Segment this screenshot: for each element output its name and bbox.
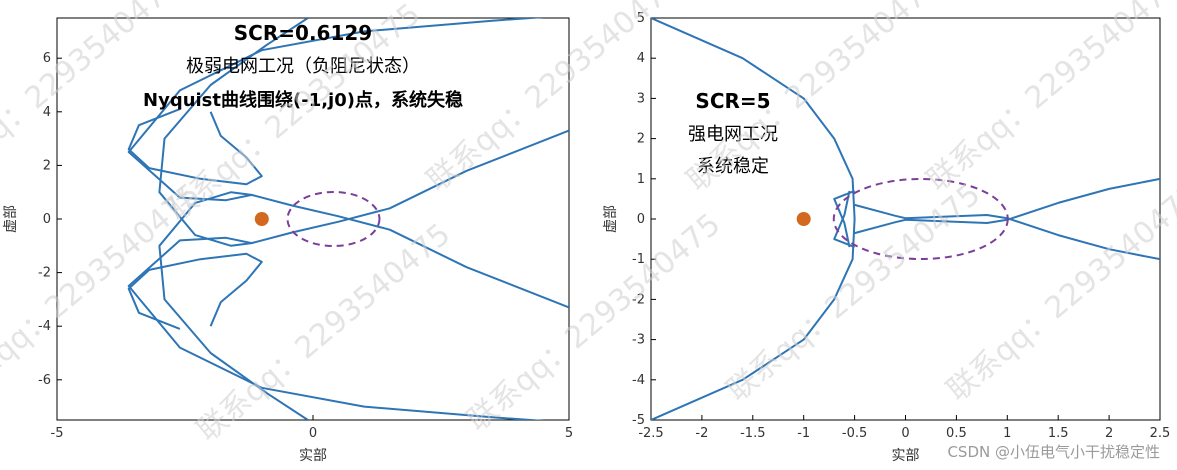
y-tick-label: -2: [38, 266, 51, 281]
x-axis-label: 实部: [892, 448, 920, 464]
annotation-condition: 强电网工况: [688, 124, 778, 145]
critical-point-marker: [796, 212, 811, 226]
nyquist-curve-segment: [127, 18, 545, 420]
x-tick-label: 0: [309, 426, 317, 441]
x-tick-label: -2: [695, 426, 708, 441]
y-tick-label: 3: [637, 91, 645, 106]
y-tick-label: 2: [43, 158, 51, 173]
annotation-scr: SCR=0.6129: [234, 21, 372, 45]
highlight-ellipse: [832, 178, 1009, 260]
y-tick-label: -3: [632, 333, 645, 348]
x-tick-label: -2.5: [638, 426, 663, 441]
y-tick-label: 4: [637, 51, 645, 66]
nyquist-curve-segment: [127, 108, 263, 186]
overlay-marks: [254, 191, 381, 247]
x-tick-label: -1.5: [740, 426, 765, 441]
y-tick-label: 6: [43, 51, 51, 66]
y-tick-label: -2: [632, 292, 645, 307]
y-tick-label: 1: [637, 172, 645, 187]
nyquist-curve-segment: [833, 189, 855, 248]
y-tick-label: -5: [632, 413, 645, 428]
nyquist-curve-segment: [251, 193, 569, 309]
credit-text: CSDN @小伍电气小干扰稳定性: [947, 443, 1160, 461]
x-axis-label: 实部: [299, 448, 327, 464]
x-tick-label: 5: [565, 426, 573, 441]
plot-area-border: [56, 17, 570, 421]
x-tick-label: 2: [1105, 426, 1113, 441]
nyquist-curve-segment: [854, 203, 1160, 261]
left-nyquist-panel: -5 0 5 -6 -4 -2 0 2 4 6 实部 虚部 SCR=0.6129 极弱电网工况（负…: [3, 17, 573, 464]
nyquist-curve-segment: [127, 252, 263, 330]
y-axis-label: 虚部: [603, 205, 619, 233]
nyquist-curve-segment: [251, 129, 569, 245]
nyquist-curve-segment: [854, 177, 1160, 235]
x-tick-label: 1.5: [1048, 426, 1069, 441]
y-tick-label: 2: [637, 132, 645, 147]
nyquist-curve-segment: [833, 190, 855, 249]
annotation-condition: 极弱电网工况（负阻尼状态）: [186, 56, 420, 77]
annotation-conclusion: Nyquist曲线围绕(-1,j0)点，系统失稳: [143, 89, 463, 111]
overlay-marks: [796, 178, 1009, 260]
x-tick-label: -1: [797, 426, 810, 441]
highlight-ellipse: [286, 191, 381, 247]
x-tick-label: 0.5: [946, 426, 967, 441]
nyquist-curves: [127, 18, 569, 420]
y-tick-label: 0: [637, 212, 645, 227]
annotation-scr: SCR=5: [695, 89, 770, 113]
critical-point-marker: [254, 212, 269, 226]
y-tick-label: -1: [632, 252, 645, 267]
y-tick-label: -4: [632, 373, 645, 388]
x-tick-label: 1: [1003, 426, 1011, 441]
nyquist-curve-segment: [651, 18, 856, 420]
nyquist-curve-segment: [127, 18, 545, 420]
y-tick-label: 0: [43, 212, 51, 227]
nyquist-curves: [651, 18, 1160, 420]
axis-ticks: -5 0 5 -6 -4 -2 0 2 4 6: [38, 51, 573, 441]
x-tick-label: -5: [51, 426, 64, 441]
x-tick-label: -0.5: [842, 426, 867, 441]
y-tick-label: 5: [637, 11, 645, 26]
y-tick-label: -6: [38, 373, 51, 388]
annotation-conclusion: 系统稳定: [697, 156, 769, 177]
x-tick-label: 0: [901, 426, 909, 441]
axis-ticks: -2.5 -2 -1.5 -1 -0.5 0 0.5 1 1.5 2 2.5 -5 -4 -3 -2 -1 0 1…: [632, 11, 1170, 441]
y-tick-label: 4: [43, 105, 51, 120]
y-axis-label: 虚部: [3, 205, 19, 233]
y-tick-label: -4: [38, 319, 51, 334]
right-nyquist-panel: -2.5 -2 -1.5 -1 -0.5 0 0.5 1 1.5 2 2.5 -5 -4 -3 -2 -1 0 1…: [603, 11, 1170, 464]
x-tick-label: 2.5: [1150, 426, 1171, 441]
